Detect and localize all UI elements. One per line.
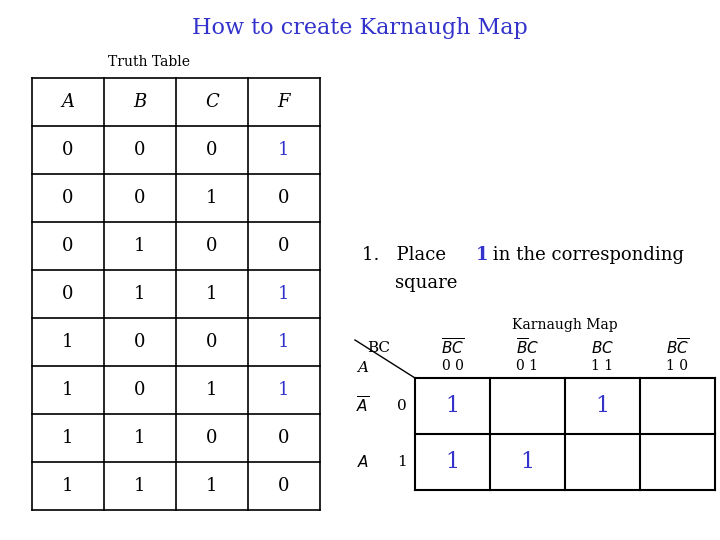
Text: 0: 0	[206, 141, 217, 159]
Text: 0: 0	[134, 381, 145, 399]
Text: 1: 1	[134, 429, 145, 447]
Text: 1: 1	[62, 333, 73, 351]
Text: 1: 1	[278, 141, 289, 159]
Text: 0: 0	[278, 429, 289, 447]
Text: 0 0: 0 0	[441, 359, 464, 373]
Text: 1: 1	[62, 477, 73, 495]
Text: 1 0: 1 0	[667, 359, 688, 373]
Text: F: F	[278, 93, 290, 111]
Text: 1: 1	[62, 429, 73, 447]
Text: 0: 0	[397, 399, 407, 413]
Text: Karnaugh Map: Karnaugh Map	[512, 318, 618, 332]
Text: 0: 0	[62, 141, 73, 159]
Text: 1: 1	[206, 285, 217, 303]
Text: 1: 1	[134, 477, 145, 495]
Text: 1: 1	[206, 189, 217, 207]
Text: 0: 0	[62, 285, 73, 303]
Text: $\overline{B}C$: $\overline{B}C$	[516, 338, 539, 358]
Text: Truth Table: Truth Table	[108, 55, 190, 69]
Text: 0: 0	[278, 189, 289, 207]
Text: 0: 0	[278, 477, 289, 495]
Text: B: B	[133, 93, 147, 111]
Text: 1: 1	[278, 381, 289, 399]
Text: 1.   Place: 1. Place	[362, 246, 451, 264]
Text: in the corresponding: in the corresponding	[487, 246, 684, 264]
Text: $\overline{B}\overline{C}$: $\overline{B}\overline{C}$	[441, 338, 464, 358]
Text: 1: 1	[62, 381, 73, 399]
Text: BC: BC	[367, 341, 390, 355]
Text: 0 1: 0 1	[516, 359, 539, 373]
Text: 1: 1	[134, 237, 145, 255]
Text: 1 1: 1 1	[591, 359, 613, 373]
Text: 0: 0	[62, 237, 73, 255]
Text: $BC$: $BC$	[591, 340, 614, 356]
Text: C: C	[205, 93, 219, 111]
Text: 1: 1	[446, 395, 459, 417]
Text: A: A	[61, 93, 74, 111]
Text: square: square	[395, 274, 457, 292]
Text: 1: 1	[476, 246, 488, 264]
Text: 0: 0	[206, 429, 217, 447]
Text: 1: 1	[206, 477, 217, 495]
Text: 1: 1	[446, 451, 459, 473]
Text: 1: 1	[278, 285, 289, 303]
Text: $\overline{A}$: $\overline{A}$	[356, 396, 369, 416]
Text: 0: 0	[278, 237, 289, 255]
Text: 1: 1	[595, 395, 610, 417]
Text: A: A	[357, 361, 368, 375]
Text: 0: 0	[134, 333, 145, 351]
Text: 1: 1	[521, 451, 534, 473]
Text: 1: 1	[134, 285, 145, 303]
Text: 1: 1	[278, 333, 289, 351]
Text: 1: 1	[397, 455, 407, 469]
Text: How to create Karnaugh Map: How to create Karnaugh Map	[192, 17, 528, 39]
Text: $A$: $A$	[357, 454, 369, 470]
Text: $B\overline{C}$: $B\overline{C}$	[666, 338, 689, 358]
Text: 0: 0	[206, 333, 217, 351]
Text: 0: 0	[206, 237, 217, 255]
Text: 1: 1	[206, 381, 217, 399]
Text: 0: 0	[134, 141, 145, 159]
Text: 0: 0	[134, 189, 145, 207]
Text: 0: 0	[62, 189, 73, 207]
